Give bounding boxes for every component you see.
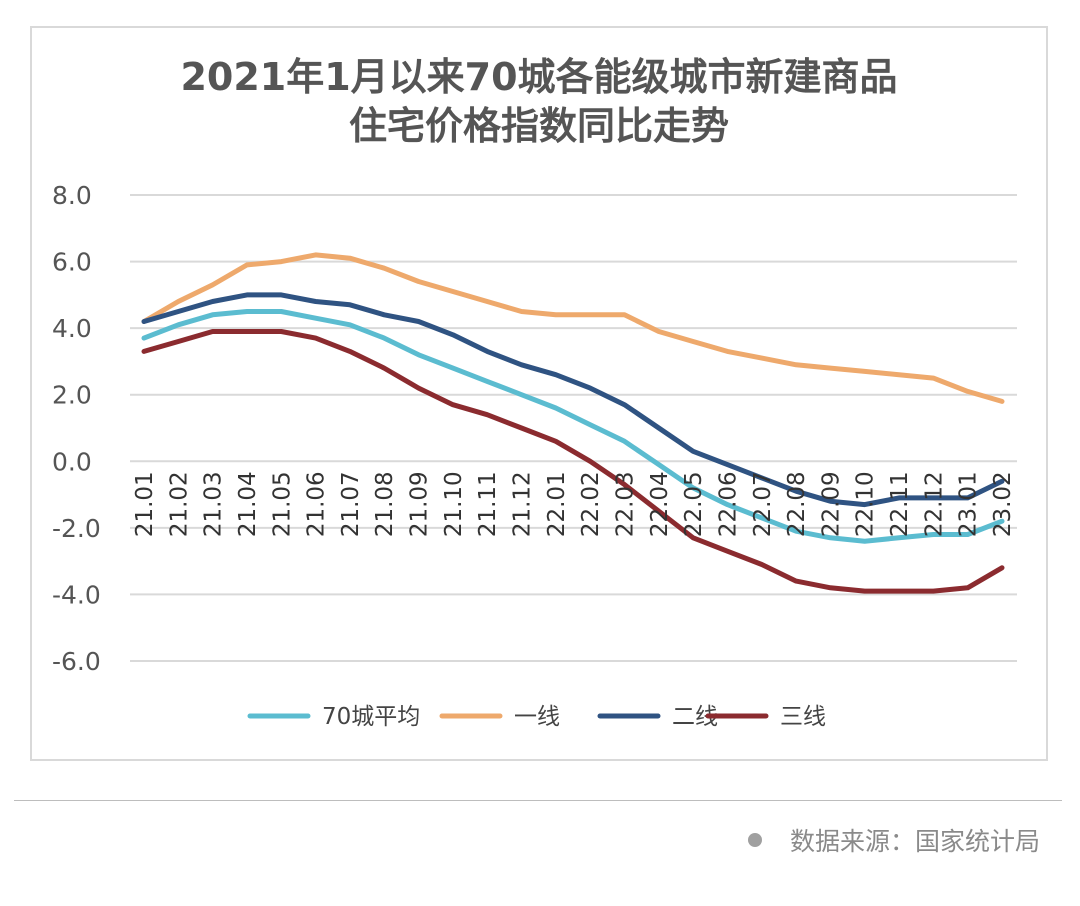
x-axis-ticks: 21.01 21.02 21.03 21.04 21.05 21.06 21.07 21.08… bbox=[132, 471, 1016, 537]
series-line-1 bbox=[141, 252, 1005, 404]
series-lines bbox=[141, 252, 1005, 594]
y-tick-label: -6.0 bbox=[52, 647, 101, 676]
x-tick-label: 21.04 bbox=[235, 471, 261, 537]
x-tick-label: 21.11 bbox=[475, 471, 501, 537]
y-tick-label: 0.0 bbox=[52, 447, 92, 476]
y-tick-label: 2.0 bbox=[52, 381, 92, 410]
x-tick-label: 21.09 bbox=[407, 471, 433, 537]
chart-title-line-2: 住宅价格指数同比走势 bbox=[349, 104, 729, 148]
x-tick-label: 21.12 bbox=[510, 471, 536, 537]
series-line-3 bbox=[141, 329, 1005, 594]
legend: 70城平均 一线 二线 三线 bbox=[247, 704, 826, 730]
data-source-text: 数据来源：国家统计局 bbox=[789, 827, 1040, 856]
x-tick-label: 22.01 bbox=[544, 471, 570, 537]
x-tick-label: 22.08 bbox=[784, 471, 810, 537]
x-tick-label: 22.07 bbox=[750, 471, 776, 537]
x-tick-label: 21.02 bbox=[166, 471, 192, 537]
series-line-0 bbox=[141, 309, 1005, 544]
x-tick-label: 21.06 bbox=[304, 471, 330, 537]
x-tick-label: 21.10 bbox=[441, 471, 467, 537]
data-source: 数据来源：国家统计局 bbox=[747, 822, 1040, 858]
chart-card: 2021年1月以来70城各能级城市新建商品 住宅价格指数同比走势 8.0 6.0 4… bbox=[30, 26, 1048, 761]
y-tick-label: 4.0 bbox=[52, 314, 92, 343]
chart-title-line-1: 2021年1月以来70城各能级城市新建商品 bbox=[180, 55, 897, 99]
y-tick-label: 6.0 bbox=[52, 248, 92, 277]
y-tick-label: -2.0 bbox=[52, 514, 101, 543]
x-tick-label: 21.07 bbox=[338, 471, 364, 537]
x-tick-label: 22.04 bbox=[647, 471, 673, 537]
x-tick-label: 21.08 bbox=[372, 471, 398, 537]
y-tick-label: 8.0 bbox=[52, 181, 92, 210]
x-tick-label: 21.05 bbox=[269, 471, 295, 537]
x-tick-label: 22.02 bbox=[578, 471, 604, 537]
x-tick-label: 21.01 bbox=[132, 471, 158, 537]
x-tick-label: 22.10 bbox=[853, 471, 879, 537]
y-axis-ticks: 8.0 6.0 4.0 2.0 0.0 -2.0 -4.0 -6.0 bbox=[52, 181, 101, 676]
legend-label: 一线 bbox=[514, 704, 560, 730]
y-tick-label: -4.0 bbox=[52, 580, 101, 609]
x-tick-label: 22.05 bbox=[681, 471, 707, 537]
line-chart: 2021年1月以来70城各能级城市新建商品 住宅价格指数同比走势 8.0 6.0 4… bbox=[52, 55, 1017, 730]
legend-label: 三线 bbox=[780, 704, 826, 730]
bullet-icon bbox=[747, 833, 762, 847]
x-tick-label: 22.06 bbox=[715, 471, 741, 537]
series-line-2 bbox=[141, 292, 1005, 508]
x-tick-label: 22.12 bbox=[921, 471, 947, 537]
x-tick-label: 22.03 bbox=[613, 471, 639, 537]
x-tick-label: 23.02 bbox=[990, 471, 1016, 537]
x-tick-label: 23.01 bbox=[956, 471, 982, 537]
x-tick-label: 22.09 bbox=[818, 471, 844, 537]
x-tick-label: 21.03 bbox=[201, 471, 227, 537]
x-tick-label: 22.11 bbox=[887, 471, 913, 537]
legend-label: 70城平均 bbox=[322, 704, 420, 730]
footer-divider bbox=[14, 800, 1062, 801]
